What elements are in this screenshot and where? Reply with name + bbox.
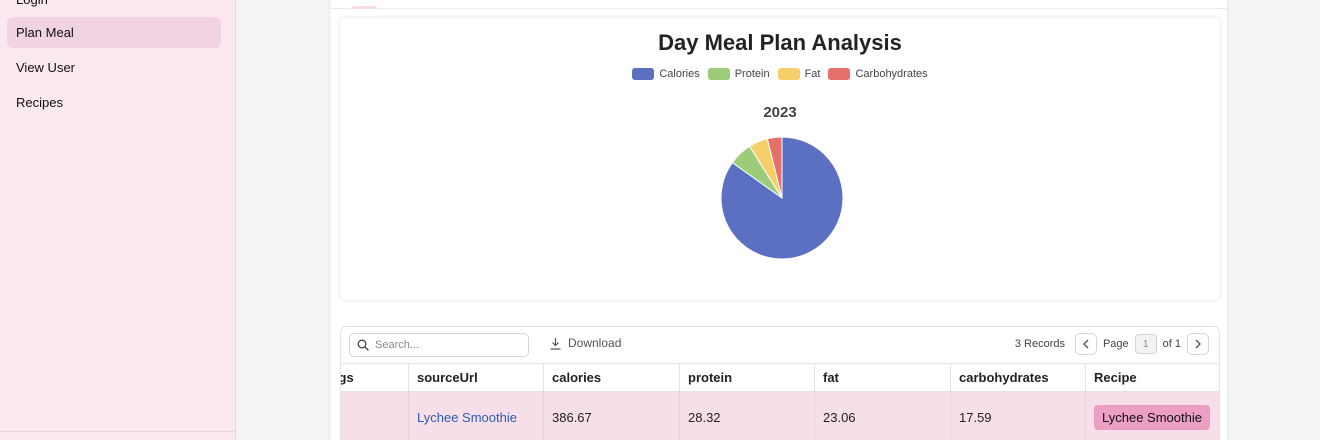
- column-header-sourceurl[interactable]: sourceUrl: [409, 364, 544, 391]
- pie-slice-calories[interactable]: [720, 136, 844, 260]
- legend-swatch-fat: [777, 68, 800, 80]
- data-grid: ings sourceUrl calories protein fat carb…: [341, 363, 1219, 440]
- recipe-button[interactable]: Lychee Smoothie: [1094, 405, 1210, 430]
- source-url-link[interactable]: Lychee Smoothie: [417, 410, 517, 425]
- legend-swatch-protein: [707, 68, 730, 80]
- cell-calories: 386.67: [544, 392, 680, 440]
- cell-sourceurl: Lychee Smoothie: [409, 392, 544, 440]
- top-divider: [330, 8, 1227, 9]
- search-box[interactable]: [349, 333, 529, 357]
- prev-page-button[interactable]: [1074, 333, 1097, 355]
- chevron-right-icon: [1195, 339, 1201, 349]
- legend-label-calories: Calories: [659, 68, 700, 80]
- download-button[interactable]: Download: [549, 336, 621, 350]
- data-table-card: Download 3 Records Page 1 of 1 ings sour…: [340, 326, 1220, 440]
- sidebar-divider: [0, 431, 236, 432]
- page-total: of 1: [1162, 338, 1181, 350]
- chart-card: Day Meal Plan Analysis Calories Protein …: [340, 18, 1220, 300]
- records-count: 3 Records: [1014, 338, 1065, 350]
- sidebar-item-plan-meal[interactable]: Plan Meal: [7, 17, 221, 48]
- column-header-fat[interactable]: fat: [815, 364, 951, 391]
- legend-label-carbohydrates: Carbohydrates: [855, 68, 928, 80]
- cell-protein: 28.32: [680, 392, 815, 440]
- main-panel: Day Meal Plan Analysis Calories Protein …: [329, 0, 1228, 440]
- legend-item-fat[interactable]: Fat: [777, 68, 821, 80]
- cell-servings: [341, 392, 409, 440]
- cell-fat: 23.06: [815, 392, 951, 440]
- legend-swatch-calories: [632, 68, 655, 80]
- legend-item-protein[interactable]: Protein: [707, 68, 770, 80]
- search-icon: [357, 339, 369, 351]
- top-tab-indicator: [352, 6, 376, 9]
- sidebar-item-login[interactable]: Login: [7, 0, 221, 15]
- sidebar: Login Plan Meal View User Recipes: [0, 0, 236, 440]
- legend-label-fat: Fat: [804, 68, 821, 80]
- pie-chart: [720, 136, 844, 260]
- chart-legend: Calories Protein Fat Carbohydrates: [340, 68, 1220, 80]
- chart-title: Day Meal Plan Analysis: [658, 30, 902, 55]
- sidebar-item-view-user[interactable]: View User: [16, 60, 76, 75]
- page-number-input[interactable]: 1: [1134, 334, 1157, 354]
- table-toolbar: Download 3 Records Page 1 of 1: [341, 327, 1219, 363]
- column-header-servings[interactable]: ings: [341, 364, 409, 391]
- cell-carbohydrates: 17.59: [951, 392, 1086, 440]
- legend-swatch-carbohydrates: [828, 68, 851, 80]
- sidebar-item-recipes[interactable]: Recipes: [16, 95, 63, 110]
- pie-slice-carbohydrates[interactable]: [766, 136, 783, 199]
- next-page-button[interactable]: [1187, 333, 1209, 355]
- column-header-protein[interactable]: protein: [680, 364, 815, 391]
- column-header-carbohydrates[interactable]: carbohydrates: [951, 364, 1086, 391]
- download-label: Download: [568, 336, 622, 350]
- pagination: Page 1 of 1: [1074, 333, 1209, 355]
- legend-item-calories[interactable]: Calories: [632, 68, 700, 80]
- table-header-row: ings sourceUrl calories protein fat carb…: [341, 363, 1219, 392]
- download-icon: [550, 337, 561, 350]
- chart-subtitle: 2023: [763, 104, 797, 121]
- chevron-left-icon: [1082, 339, 1089, 349]
- page-label: Page: [1102, 338, 1129, 350]
- legend-item-carbohydrates[interactable]: Carbohydrates: [828, 68, 928, 80]
- column-header-calories[interactable]: calories: [544, 364, 680, 391]
- search-input[interactable]: [375, 339, 515, 351]
- legend-label-protein: Protein: [734, 68, 770, 80]
- column-header-servings-label: ings: [341, 370, 354, 385]
- table-row[interactable]: Lychee Smoothie 386.67 28.32 23.06 17.59…: [341, 392, 1219, 440]
- column-header-recipe[interactable]: Recipe: [1094, 370, 1137, 385]
- cell-recipe: Lychee Smoothie: [1086, 392, 1219, 440]
